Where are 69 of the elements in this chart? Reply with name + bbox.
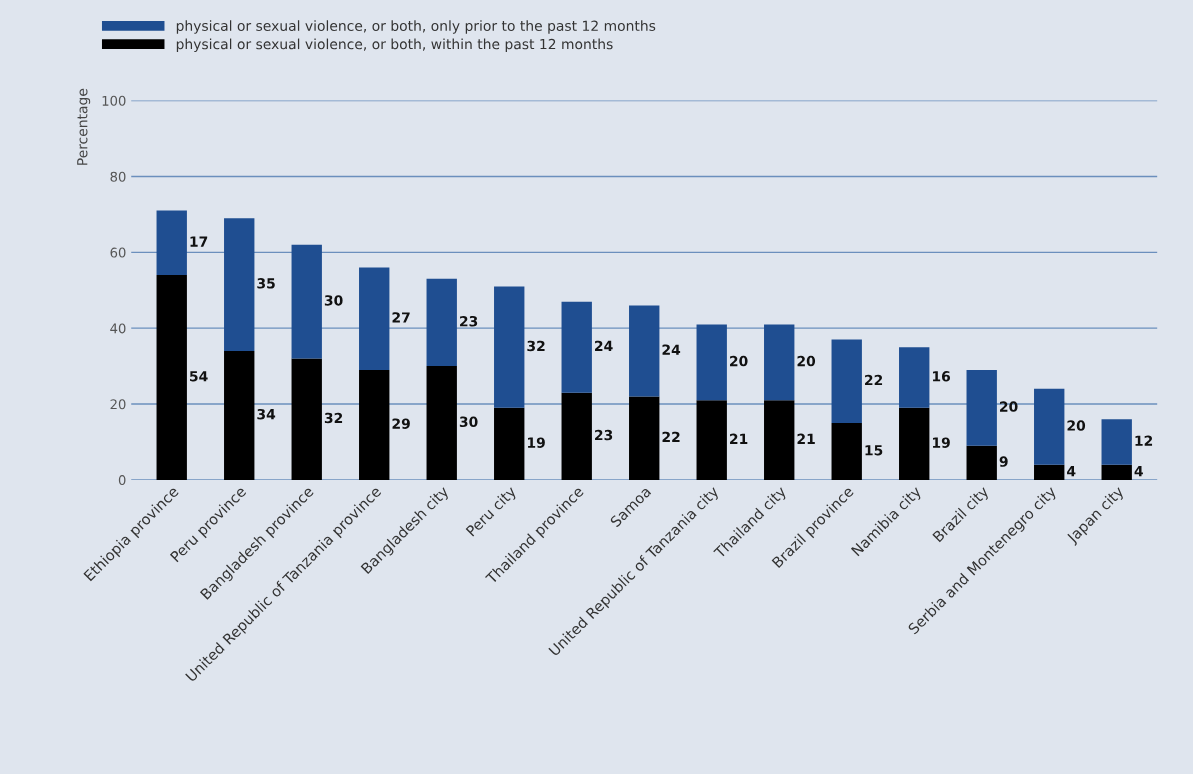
- data-label: 27: [392, 312, 410, 323]
- data-label: 23: [460, 316, 478, 327]
- data-label: 19: [932, 437, 950, 448]
- bar: [831, 422, 862, 480]
- bar: [224, 218, 255, 351]
- bar: [1101, 419, 1132, 465]
- y-tick-label: 60: [110, 247, 126, 258]
- bar: [359, 369, 390, 480]
- y-tick-label: 80: [110, 171, 126, 182]
- bar: [1101, 464, 1132, 480]
- bar: [224, 350, 255, 480]
- data-label: 22: [662, 431, 680, 442]
- bar: [899, 347, 930, 408]
- bar: [291, 358, 322, 480]
- data-label: 29: [392, 418, 410, 429]
- data-label: 21: [797, 433, 815, 444]
- data-label: 16: [932, 371, 951, 382]
- data-label: 20: [797, 355, 816, 367]
- bar: [426, 278, 457, 367]
- bar: [359, 267, 390, 370]
- data-label: 20: [1000, 401, 1018, 412]
- bar: [561, 392, 592, 480]
- data-label: 34: [257, 408, 276, 420]
- data-label: 4: [1067, 466, 1076, 477]
- bar: [831, 339, 862, 423]
- bar: [764, 400, 795, 480]
- bar: [696, 400, 727, 480]
- data-label: 20: [1067, 420, 1086, 431]
- y-tick-label: 100: [102, 95, 126, 106]
- legend-label: physical or sexual violence, or both, only prior to the past 12 months: [176, 20, 656, 34]
- legend-label: physical or sexual violence, or both, within the past 12 months: [176, 38, 613, 52]
- data-label: 35: [257, 278, 275, 289]
- data-label: 24: [662, 344, 681, 355]
- bar: [1034, 388, 1065, 465]
- data-label: 19: [528, 437, 545, 448]
- y-tick-label: 40: [110, 323, 126, 334]
- bar: [494, 286, 525, 408]
- data-label: 21: [730, 433, 748, 444]
- y-tick-label: 20: [110, 399, 126, 410]
- bar: [696, 324, 727, 401]
- data-label: 32: [527, 340, 545, 352]
- y-axis-title: Percentage: [77, 88, 91, 165]
- data-label: 17: [190, 236, 208, 247]
- bar: [764, 324, 795, 401]
- data-label: 20: [730, 355, 748, 367]
- bar: [426, 366, 457, 480]
- data-label: 24: [595, 340, 613, 351]
- bar: [966, 369, 997, 446]
- data-label: 9: [999, 456, 1008, 467]
- data-label: 32: [324, 412, 343, 424]
- bar: [629, 396, 660, 480]
- data-label: 30: [324, 295, 343, 306]
- bar: [629, 305, 660, 397]
- y-tick-label: 0: [118, 475, 126, 486]
- data-label: 12: [1135, 435, 1153, 446]
- bar: [494, 407, 525, 480]
- bar: [966, 445, 997, 480]
- bar: [561, 301, 592, 393]
- data-label: 30: [459, 416, 478, 428]
- bar: [156, 210, 187, 276]
- data-label: 15: [865, 445, 883, 456]
- data-label: 23: [595, 429, 613, 441]
- bar: [1034, 464, 1065, 480]
- bar: [899, 407, 930, 480]
- data-label: 54: [190, 371, 208, 382]
- bar: [156, 275, 187, 480]
- data-label: 4: [1134, 466, 1143, 477]
- bar: [291, 244, 322, 359]
- data-label: 22: [865, 374, 883, 386]
